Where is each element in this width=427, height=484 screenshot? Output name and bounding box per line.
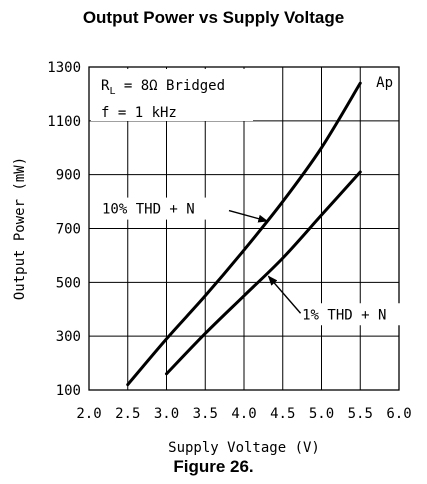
- y-tick-label: 1100: [47, 114, 81, 130]
- x-tick-label: 3.5: [193, 406, 218, 422]
- plot-frame: [88, 66, 400, 391]
- figure-caption: Figure 26.: [173, 457, 254, 476]
- series-lines: [126, 81, 362, 387]
- condition-load-sub: L: [109, 86, 115, 97]
- label-1pct-background: [298, 303, 417, 326]
- condition-load-rest: = 8Ω Bridged: [115, 78, 225, 94]
- y-tick-label: 1300: [47, 60, 81, 76]
- x-tick-label: 5.5: [348, 406, 373, 422]
- y-axis-label: Output Power (mW): [12, 157, 28, 300]
- tick-labels: 2.0 2.5 3.0 3.5 4.0 4.5 5.0 5.5 6.0 100 300 500 700 9…: [47, 60, 411, 422]
- x-axis-label: Supply Voltage (V): [168, 440, 320, 456]
- y-tick-label: 500: [56, 275, 81, 291]
- y-tick-label: 300: [56, 329, 81, 345]
- y-tick-label: 100: [56, 383, 81, 399]
- condition-load-prefix: R: [101, 78, 110, 94]
- label-1pct-thd: 1% THD + N: [302, 307, 386, 323]
- series-line-10pct-thd: [126, 81, 362, 387]
- condition-box-background: [91, 69, 253, 121]
- arrow-1pct-thd: [267, 275, 302, 314]
- x-tick-label: 5.0: [309, 406, 334, 422]
- label-10pct-background: [99, 197, 221, 220]
- x-tick-label: 3.0: [154, 406, 179, 422]
- corner-tag: Ap: [376, 75, 393, 91]
- y-tick-label: 900: [56, 168, 81, 184]
- arrow-10pct-thd: [228, 209, 269, 223]
- x-tick-label: 4.0: [231, 406, 256, 422]
- chart-title: Output Power vs Supply Voltage: [82, 8, 345, 27]
- label-10pct-thd: 10% THD + N: [102, 202, 195, 218]
- series-line-1pct-thd: [165, 170, 362, 376]
- condition-load-text: RL = 8Ω Bridged: [101, 78, 225, 97]
- x-tick-label: 4.5: [270, 406, 295, 422]
- y-tick-label: 700: [56, 222, 81, 238]
- x-tick-label: 6.0: [386, 406, 411, 422]
- condition-frequency-text: f = 1 kHz: [101, 105, 177, 121]
- x-tick-label: 2.5: [115, 406, 140, 422]
- x-tick-label: 2.0: [76, 406, 101, 422]
